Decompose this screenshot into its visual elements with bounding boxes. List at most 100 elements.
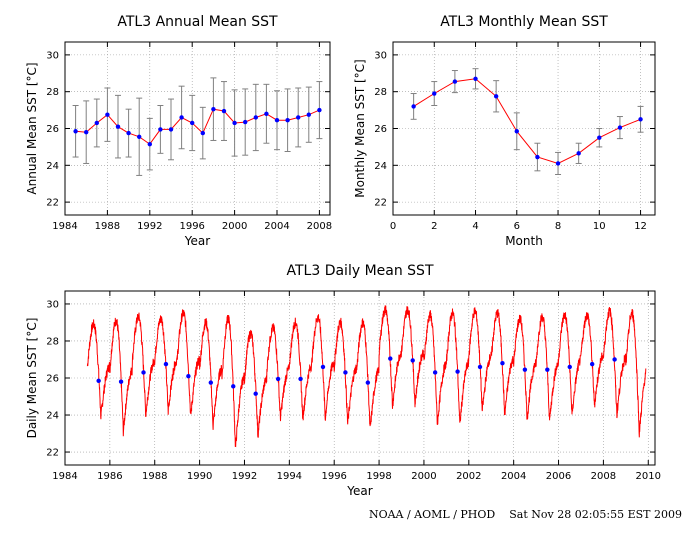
annual-mean-point	[388, 356, 393, 361]
annual-mean-point	[455, 369, 460, 374]
x-tick-label: 1990	[187, 471, 212, 482]
annual-mean-point	[545, 367, 550, 372]
daily-sst-line	[86, 305, 647, 448]
chart-title: ATL3 Daily Mean SST	[287, 263, 434, 279]
data-point	[274, 118, 280, 123]
y-tick-label: 28	[46, 336, 59, 347]
annual-mean-point	[208, 380, 214, 385]
annual-mean-point	[477, 364, 483, 370]
data-point	[493, 94, 499, 99]
data-point	[200, 130, 205, 136]
data-point	[126, 130, 131, 136]
x-tick-label: 2008	[591, 471, 616, 482]
data-point	[296, 115, 301, 120]
annual-mean-point	[96, 378, 101, 383]
y-axis-label: Daily Mean SST [°C]	[25, 318, 39, 439]
annual-mean-point	[253, 391, 258, 396]
y-tick-label: 26	[46, 374, 59, 385]
annual-mean-point	[163, 361, 169, 367]
x-axis-label: Year	[184, 234, 210, 248]
x-tick-label: 2000	[411, 471, 436, 482]
mean-line	[413, 78, 641, 165]
annual-mean-point	[522, 367, 528, 372]
data-point	[576, 151, 581, 156]
data-point	[597, 135, 602, 140]
y-tick-label: 24	[374, 161, 387, 172]
x-tick-label: 2004	[501, 471, 526, 482]
annual-mean-point	[298, 376, 303, 382]
data-point	[555, 161, 561, 166]
annual-mean-point	[320, 364, 326, 370]
annual-mean-point	[365, 380, 371, 385]
y-axis-label: Annual Mean SST [°C]	[25, 62, 39, 194]
data-point	[232, 120, 237, 126]
x-tick-label: 2	[431, 221, 437, 232]
y-tick-label: 22	[46, 198, 59, 209]
data-point	[158, 127, 163, 132]
data-point	[306, 112, 311, 117]
x-tick-label: 2010	[636, 471, 661, 482]
x-tick-label: 0	[390, 221, 396, 232]
chart-title: ATL3 Monthly Mean SST	[440, 14, 608, 30]
annual-mean-point	[432, 370, 438, 375]
x-tick-label: 1994	[277, 471, 302, 482]
x-tick-label: 1992	[232, 471, 257, 482]
data-point	[137, 134, 142, 139]
x-tick-label: 1984	[52, 471, 77, 482]
x-tick-label: 6	[514, 221, 520, 232]
data-point	[411, 104, 416, 109]
annual-mean-point	[186, 373, 191, 379]
footer-org: NOAA / AOML / PHOD	[368, 508, 496, 521]
x-tick-label: 1992	[137, 221, 162, 232]
data-point	[535, 154, 540, 160]
data-point	[84, 129, 89, 135]
x-tick-label: 12	[634, 221, 647, 232]
data-point	[115, 124, 121, 129]
y-tick-label: 30	[46, 299, 59, 310]
x-tick-label: 2002	[456, 471, 481, 482]
x-axis-label: Year	[346, 484, 372, 498]
annual-mean-point	[118, 379, 124, 384]
annual-mean-point	[231, 384, 236, 389]
mean-line	[75, 108, 320, 145]
data-point	[317, 107, 322, 113]
data-point	[432, 91, 437, 96]
x-tick-label: 2006	[546, 471, 571, 482]
x-tick-label: 1984	[52, 221, 77, 232]
annual-mean-point	[410, 358, 415, 363]
x-tick-label: 1986	[97, 471, 122, 482]
data-point	[638, 117, 643, 122]
data-point	[211, 106, 216, 112]
data-point	[147, 141, 152, 147]
data-point	[285, 118, 290, 123]
annual-mean-point	[343, 370, 348, 375]
data-point	[190, 120, 195, 126]
chart-title: ATL3 Annual Mean SST	[117, 14, 278, 30]
data-point	[617, 125, 623, 130]
data-point	[452, 79, 458, 84]
y-tick-label: 22	[46, 448, 59, 459]
annual-mean-point	[612, 357, 617, 362]
y-tick-label: 30	[46, 50, 59, 61]
data-point	[73, 129, 78, 134]
plot-frame	[64, 290, 656, 466]
data-point	[264, 111, 269, 116]
x-tick-label: 2008	[307, 221, 332, 232]
data-point	[514, 129, 519, 134]
data-point	[168, 127, 174, 132]
data-point	[473, 76, 478, 82]
y-axis-label: Monthly Mean SST [°C]	[353, 59, 367, 198]
data-point	[105, 112, 110, 117]
footer-credits: NOAA / AOML / PHOD Sat Nov 28 02:05:55 ES…	[0, 508, 682, 521]
annual-mean-point	[275, 376, 281, 382]
footer-timestamp: Sat Nov 28 02:05:55 EST 2009	[509, 508, 682, 521]
x-tick-label: 2000	[222, 221, 247, 232]
data-point	[253, 115, 258, 120]
annual-mean-point	[589, 361, 595, 367]
chart-daily: 22 24 26 28 30 1984 1986 1988 1990 1992 1994 1996 19…	[25, 263, 661, 498]
y-tick-label: 30	[374, 50, 387, 61]
annual-mean-point	[567, 364, 572, 370]
chart-annual: 22 24 26 28 30 1984 1988 1992 1996 2000 2004 2008 AT…	[25, 14, 332, 248]
